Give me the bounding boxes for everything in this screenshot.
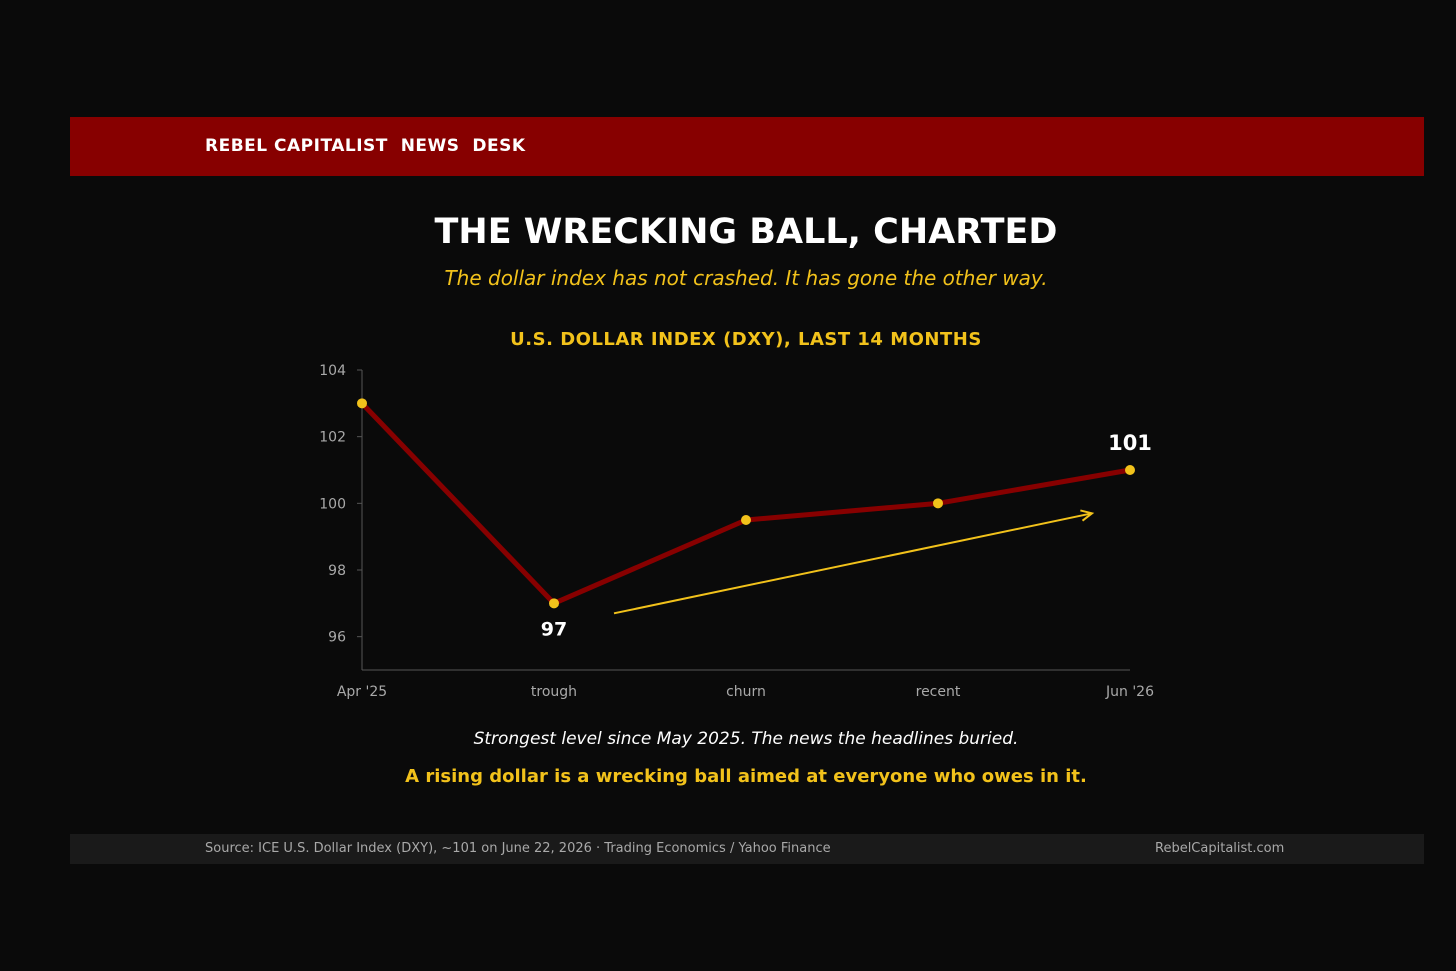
- y-tick-label: 104: [319, 363, 346, 379]
- series-line: [359, 400, 1133, 606]
- y-axis-ticks: 96 98 100 102 104: [319, 363, 362, 646]
- data-point: [741, 515, 751, 525]
- chart-caption: Strongest level since May 2025. The news…: [473, 729, 1019, 749]
- trend-arrow-head: [1080, 509, 1095, 522]
- y-tick-label: 102: [319, 430, 346, 446]
- x-tick-label: recent: [916, 684, 961, 700]
- data-point: [357, 398, 367, 409]
- data-label: 97: [541, 618, 567, 640]
- x-tick-label: churn: [726, 684, 766, 700]
- y-tick-label: 96: [328, 630, 346, 646]
- header-banner: REBEL CAPITALIST NEWS DESK: [70, 117, 1424, 176]
- banner-title: REBEL CAPITALIST NEWS DESK: [205, 136, 526, 156]
- x-axis-ticks: Apr '25 trough churn recent Jun '26: [337, 684, 1154, 700]
- x-tick-label: Apr '25: [337, 684, 387, 700]
- chart-title: U.S. DOLLAR INDEX (DXY), LAST 14 MONTHS: [510, 329, 982, 350]
- y-tick-label: 100: [319, 496, 346, 512]
- data-point: [933, 498, 943, 509]
- x-tick-label: Jun '26: [1105, 684, 1154, 700]
- kicker-line: A rising dollar is a wrecking ball aimed…: [405, 766, 1087, 787]
- data-point: [1125, 465, 1135, 475]
- data-point: [549, 598, 559, 609]
- y-tick-label: 98: [328, 563, 346, 579]
- data-label: 101: [1108, 431, 1152, 455]
- footer-bar: Source: ICE U.S. Dollar Index (DXY), ~10…: [70, 834, 1424, 864]
- headline: THE WRECKING BALL, CHARTED: [434, 212, 1058, 252]
- chart-series: [359, 400, 1133, 606]
- chart-axes: [361, 370, 1130, 671]
- footer-source: Source: ICE U.S. Dollar Index (DXY), ~10…: [205, 841, 831, 856]
- x-tick-label: trough: [531, 684, 577, 700]
- footer-site-link[interactable]: RebelCapitalist.com: [1155, 841, 1285, 856]
- chart-annotations: 97 101: [541, 431, 1152, 640]
- trend-arrow-line: [613, 512, 1093, 615]
- chart-points: [357, 398, 1135, 609]
- trend-arrow: [613, 509, 1095, 615]
- subheadline: The dollar index has not crashed. It has…: [444, 266, 1048, 290]
